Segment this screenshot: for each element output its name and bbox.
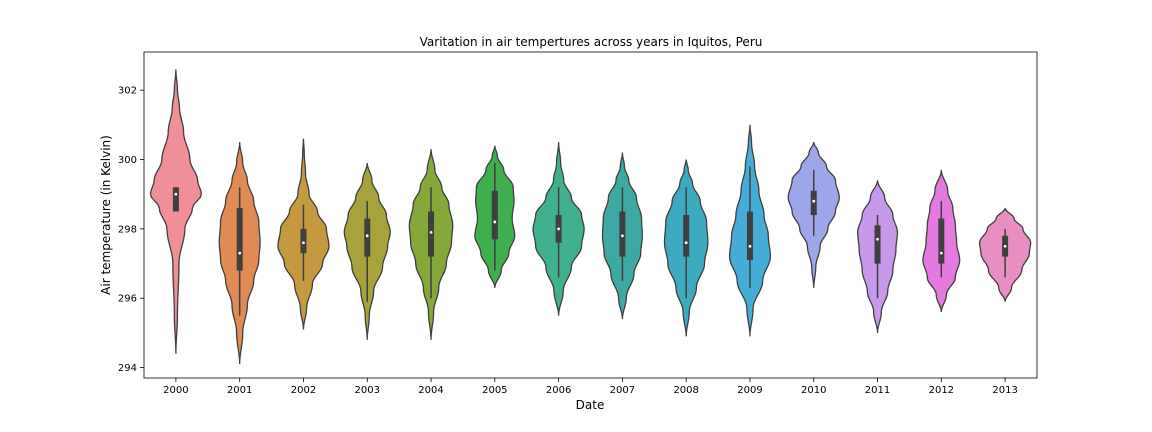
iqr-box-2001 — [236, 208, 243, 271]
violin-2003 — [343, 162, 391, 340]
violin-2002 — [277, 138, 330, 330]
iqr-box-2004 — [428, 211, 435, 257]
violin-2001 — [218, 142, 261, 365]
y-tick-label-296: 296 — [118, 294, 137, 305]
x-tick-label-2008: 2008 — [673, 385, 698, 396]
iqr-box-2005 — [491, 190, 498, 240]
median-point-2010 — [812, 199, 816, 203]
x-tick-label-2013: 2013 — [992, 385, 1017, 396]
median-point-2005 — [493, 220, 497, 224]
violin-2008 — [663, 159, 709, 337]
median-point-2003 — [365, 234, 369, 238]
y-axis-label: Air temperature (in Kelvin) — [99, 135, 113, 295]
violin-2013 — [978, 207, 1032, 302]
violins-group — [149, 69, 1032, 365]
median-point-2001 — [238, 251, 242, 255]
median-point-2000 — [174, 192, 178, 196]
x-tick-label-2007: 2007 — [610, 385, 635, 396]
iqr-box-2002 — [300, 228, 307, 254]
iqr-box-2007 — [619, 211, 626, 257]
median-point-2009 — [748, 244, 752, 248]
violin-2007 — [601, 152, 643, 320]
median-point-2011 — [876, 237, 879, 241]
x-tick-label-2011: 2011 — [865, 385, 890, 396]
x-axis: 2000 2001 2002 2003 2004 2005 2006 2007 2008 2009… — [163, 378, 1018, 396]
violin-2004 — [408, 149, 454, 340]
x-tick-label-2009: 2009 — [737, 385, 762, 396]
x-tick-label-2002: 2002 — [291, 385, 316, 396]
x-tick-label-2004: 2004 — [418, 385, 443, 396]
iqr-box-2008 — [683, 215, 690, 257]
x-tick-label-2001: 2001 — [227, 385, 252, 396]
y-axis: 294 296 298 300 302 — [118, 86, 144, 374]
y-tick-label-298: 298 — [118, 224, 137, 235]
iqr-box-2003 — [364, 218, 371, 257]
median-point-2008 — [684, 241, 688, 245]
violin-2012 — [922, 169, 961, 313]
x-tick-label-2005: 2005 — [482, 385, 507, 396]
x-tick-label-2012: 2012 — [929, 385, 954, 396]
y-tick-label-302: 302 — [118, 86, 137, 97]
violin-2009 — [728, 124, 772, 337]
y-tick-label-294: 294 — [118, 363, 137, 374]
median-point-2013 — [1003, 244, 1007, 248]
median-point-2007 — [620, 234, 624, 238]
iqr-box-2011 — [874, 225, 881, 264]
x-tick-label-2000: 2000 — [163, 385, 188, 396]
violin-2006 — [532, 142, 585, 316]
violin-2011 — [856, 180, 899, 333]
chart-title: Varitation in air tempertures across yea… — [420, 35, 763, 49]
median-point-2006 — [557, 227, 561, 231]
x-tick-label-2006: 2006 — [546, 385, 571, 396]
iqr-box-2012 — [938, 218, 945, 264]
median-point-2002 — [302, 241, 305, 245]
x-tick-label-2003: 2003 — [355, 385, 380, 396]
median-point-2004 — [429, 230, 433, 234]
violin-2005 — [474, 145, 516, 288]
iqr-box-2010 — [810, 190, 817, 215]
violin-2000 — [149, 69, 203, 354]
y-tick-label-300: 300 — [118, 155, 137, 166]
plot-frame — [143, 51, 1038, 379]
iqr-box-2000 — [172, 187, 179, 212]
iqr-box-2009 — [746, 211, 753, 261]
x-tick-label-2010: 2010 — [801, 385, 826, 396]
x-axis-label: Date — [576, 398, 605, 412]
violin-2010 — [787, 142, 840, 288]
median-point-2012 — [939, 251, 943, 255]
